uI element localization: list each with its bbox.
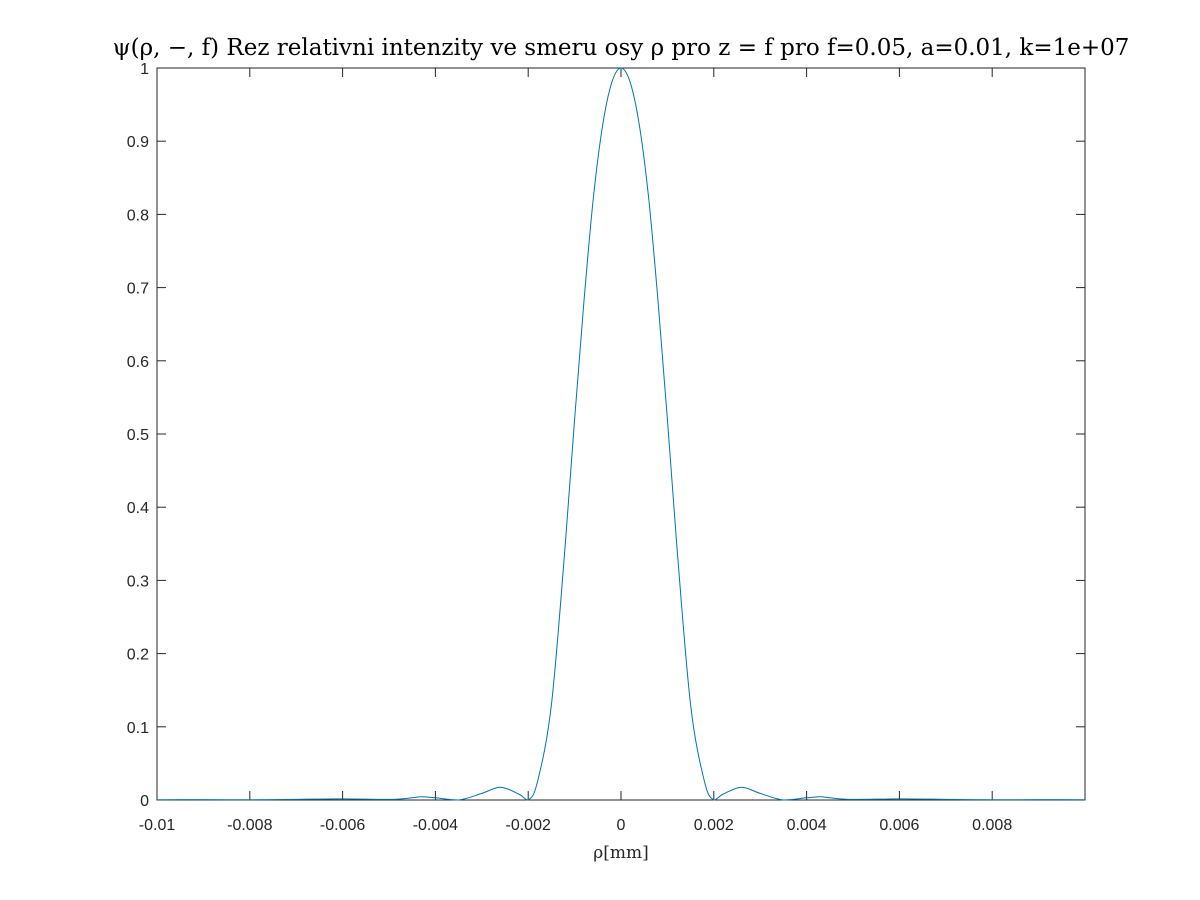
y-tick-label: 0.2 (127, 647, 149, 664)
x-tick-label: -0.004 (413, 817, 458, 834)
y-tick-label: 1 (140, 61, 149, 78)
intensity-series-line (156, 67, 1086, 801)
y-tick-label: 0 (140, 793, 149, 810)
x-tick-label: 0 (617, 817, 626, 834)
y-axis-tick-labels: 0 0.1 0.2 0.3 0.4 0.5 0.6 0.7 0.8 0.9 1 (127, 61, 149, 810)
x-tick-label: -0.002 (506, 817, 551, 834)
y-tick-label: 0.4 (127, 500, 149, 517)
y-tick-label: 0.7 (127, 281, 149, 298)
plot-area (156, 67, 1086, 801)
x-tick-label: -0.008 (227, 817, 272, 834)
x-tick-label: 0.006 (879, 817, 919, 834)
chart-title: ψ(ρ, −, f) Rez relativni intenzity ve sm… (113, 35, 1130, 61)
y-tick-label: 0.6 (127, 354, 149, 371)
x-tick-label: 0.008 (972, 817, 1012, 834)
y-tick-label: 0.5 (127, 427, 149, 444)
x-tick-label: 0.004 (787, 817, 827, 834)
y-tick-label: 0.3 (127, 573, 149, 590)
x-tick-label: -0.006 (320, 817, 365, 834)
y-tick-label: 0.1 (127, 720, 149, 737)
y-tick-label: 0.9 (127, 134, 149, 151)
y-tick-label: 0.8 (127, 207, 149, 224)
x-tick-label: -0.01 (139, 817, 176, 834)
x-tick-label: 0.002 (694, 817, 734, 834)
x-axis-label: ρ[mm] (593, 843, 649, 863)
x-axis-tick-labels: -0.01 -0.008 -0.006 -0.004 -0.002 0 0.002 0.004… (139, 817, 1013, 834)
